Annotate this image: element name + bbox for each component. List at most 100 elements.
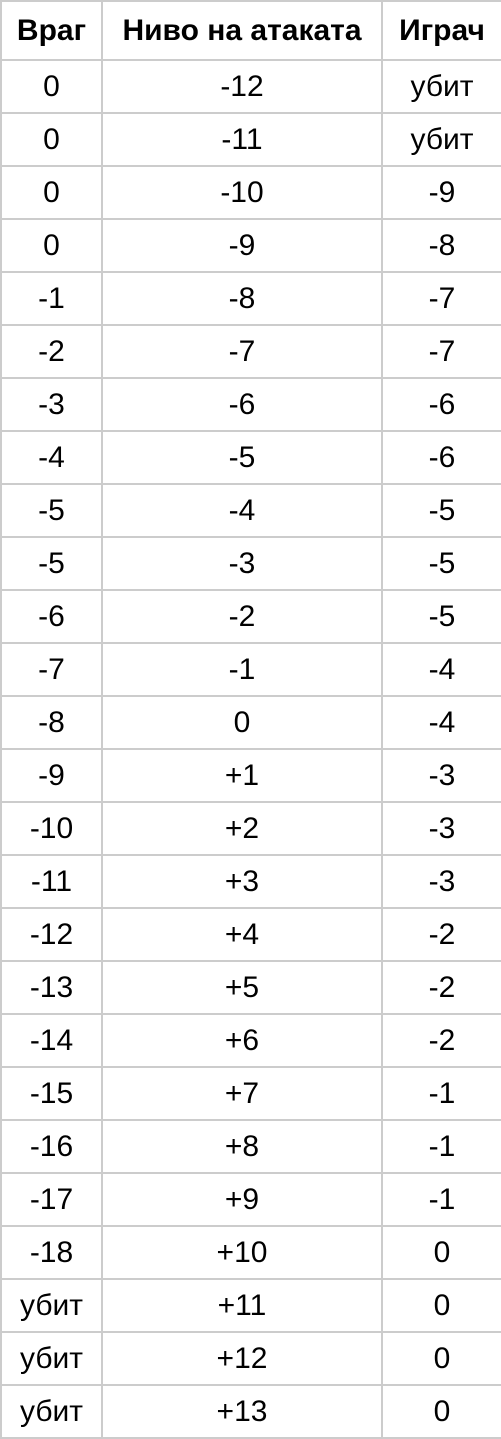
cell-attack-level: +6 [101,1013,383,1068]
cell-attack-level: +4 [101,907,383,962]
cell-player: -8 [381,218,501,273]
cell-enemy: убит [0,1331,103,1386]
table-row: -4 -5 -6 [0,430,501,485]
cell-player: -2 [381,907,501,962]
table-row: убит +11 0 [0,1278,501,1333]
cell-enemy: -10 [0,801,103,856]
cell-attack-level: -2 [101,589,383,644]
cell-attack-level: -4 [101,483,383,538]
cell-enemy: -7 [0,642,103,697]
header-player: Играч [381,0,501,61]
cell-attack-level: +7 [101,1066,383,1121]
cell-enemy: 0 [0,165,103,220]
cell-attack-level: +11 [101,1278,383,1333]
cell-attack-level: +1 [101,748,383,803]
table-row: -8 0 -4 [0,695,501,750]
header-row: Враг Ниво на атаката Играч [0,0,501,61]
table-row: -12 +4 -2 [0,907,501,962]
table-row: -6 -2 -5 [0,589,501,644]
cell-attack-level: +9 [101,1172,383,1227]
cell-enemy: -17 [0,1172,103,1227]
cell-enemy: 0 [0,59,103,114]
cell-player: -5 [381,589,501,644]
cell-attack-level: -6 [101,377,383,432]
cell-player: 0 [381,1331,501,1386]
cell-attack-level: -10 [101,165,383,220]
cell-enemy: -13 [0,960,103,1015]
cell-attack-level: -7 [101,324,383,379]
table-row: 0 -10 -9 [0,165,501,220]
cell-enemy: -9 [0,748,103,803]
cell-attack-level: +13 [101,1384,383,1439]
header-attack-level: Ниво на атаката [101,0,383,61]
table-row: -5 -4 -5 [0,483,501,538]
cell-player: -2 [381,960,501,1015]
cell-player: -5 [381,483,501,538]
cell-player: -3 [381,748,501,803]
table-row: 0 -9 -8 [0,218,501,273]
cell-enemy: убит [0,1384,103,1439]
cell-player: -7 [381,324,501,379]
table-header: Враг Ниво на атаката Играч [0,0,501,61]
table-row: -10 +2 -3 [0,801,501,856]
cell-player: -3 [381,801,501,856]
cell-enemy: -2 [0,324,103,379]
cell-attack-level: +10 [101,1225,383,1280]
table-row: -15 +7 -1 [0,1066,501,1121]
cell-player: -5 [381,536,501,591]
table-row: -17 +9 -1 [0,1172,501,1227]
cell-attack-level: +5 [101,960,383,1015]
cell-player: убит [381,112,501,167]
table-row: -2 -7 -7 [0,324,501,379]
cell-player: -6 [381,430,501,485]
cell-attack-level: -12 [101,59,383,114]
table-row: -11 +3 -3 [0,854,501,909]
table-row: -5 -3 -5 [0,536,501,591]
cell-player: -2 [381,1013,501,1068]
cell-enemy: -5 [0,536,103,591]
table-row: -14 +6 -2 [0,1013,501,1068]
cell-player: убит [381,59,501,114]
table-row: -7 -1 -4 [0,642,501,697]
cell-attack-level: -3 [101,536,383,591]
table-row: 0 -11 убит [0,112,501,167]
table-row: -3 -6 -6 [0,377,501,432]
cell-attack-level: -11 [101,112,383,167]
cell-attack-level: +2 [101,801,383,856]
cell-enemy: -8 [0,695,103,750]
cell-player: -6 [381,377,501,432]
table-row: -13 +5 -2 [0,960,501,1015]
cell-player: -1 [381,1172,501,1227]
table-row: 0 -12 убит [0,59,501,114]
cell-attack-level: -5 [101,430,383,485]
cell-enemy: 0 [0,218,103,273]
cell-enemy: -6 [0,589,103,644]
table-row: убит +12 0 [0,1331,501,1386]
table-body: 0 -12 убит 0 -11 убит 0 -10 -9 0 -9 -8 -1 -8 -7 -2 -7 -7-… [0,59,501,1439]
cell-enemy: 0 [0,112,103,167]
cell-player: 0 [381,1384,501,1439]
table-row: -16 +8 -1 [0,1119,501,1174]
cell-player: 0 [381,1225,501,1280]
cell-enemy: -3 [0,377,103,432]
cell-player: -9 [381,165,501,220]
table-row: -18 +10 0 [0,1225,501,1280]
cell-attack-level: +8 [101,1119,383,1174]
cell-enemy: -12 [0,907,103,962]
cell-enemy: -5 [0,483,103,538]
cell-attack-level: -9 [101,218,383,273]
cell-attack-level: -8 [101,271,383,326]
cell-enemy: -1 [0,271,103,326]
cell-player: -3 [381,854,501,909]
cell-player: -4 [381,695,501,750]
cell-player: -4 [381,642,501,697]
cell-player: -1 [381,1119,501,1174]
cell-enemy: -4 [0,430,103,485]
cell-attack-level: +3 [101,854,383,909]
table-row: убит +13 0 [0,1384,501,1439]
header-enemy: Враг [0,0,103,61]
cell-player: -7 [381,271,501,326]
table-row: -1 -8 -7 [0,271,501,326]
cell-enemy: -18 [0,1225,103,1280]
cell-player: -1 [381,1066,501,1121]
